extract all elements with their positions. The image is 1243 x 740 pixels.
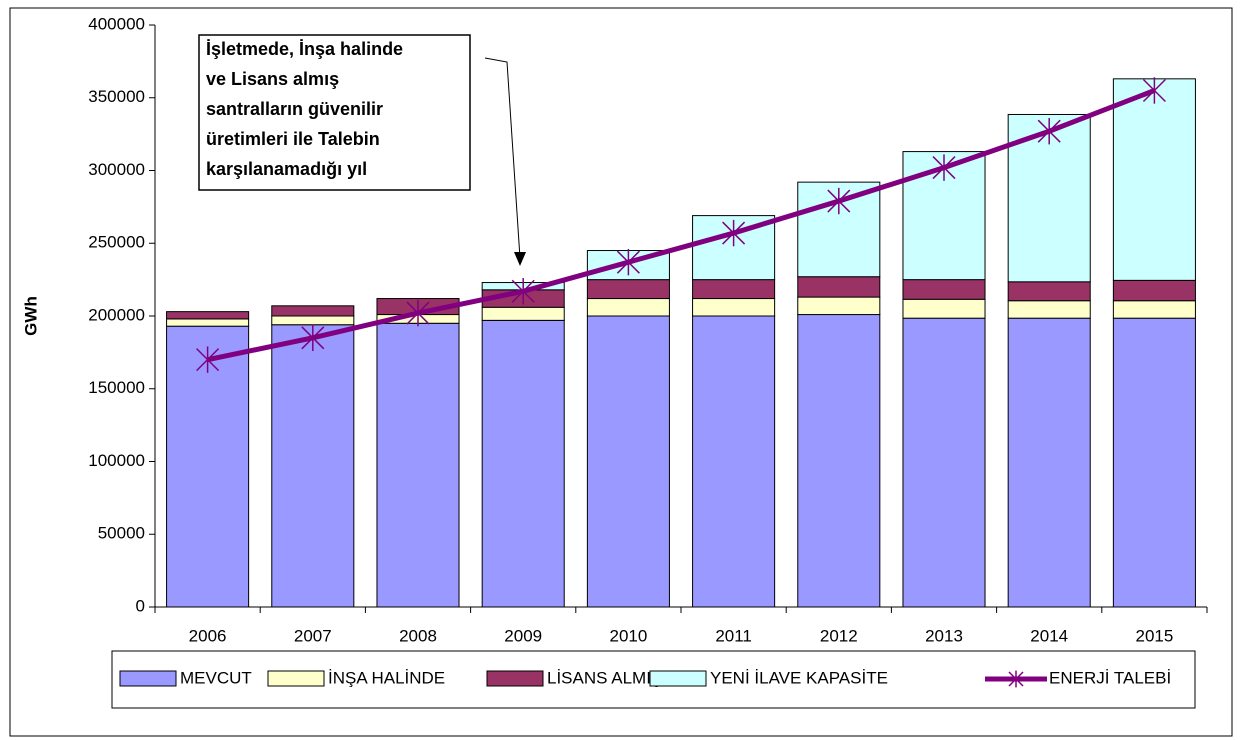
- annotation-arrow: [484, 57, 521, 259]
- legend-swatch: [649, 670, 707, 687]
- x-tick-label: 2015: [1135, 626, 1173, 645]
- y-tick-label: 100000: [88, 451, 145, 470]
- marker: [301, 324, 325, 352]
- bar-segment: [481, 306, 565, 321]
- bar-segment: [1007, 281, 1091, 302]
- bar-segment: [692, 279, 776, 300]
- legend-swatch: [486, 670, 544, 687]
- y-tick-label: 0: [136, 596, 145, 615]
- bar-segment: [166, 311, 250, 320]
- y-tick-label: 400000: [88, 14, 145, 33]
- y-tick-label: 350000: [88, 87, 145, 106]
- legend-swatch: [119, 670, 177, 687]
- bar-segment: [797, 276, 881, 298]
- annotation-text: santralların güvenilir: [206, 99, 383, 119]
- x-tick-label: 2010: [609, 626, 647, 645]
- marker: [616, 248, 640, 276]
- marker: [1008, 670, 1024, 688]
- marker: [1142, 77, 1166, 104]
- annotation-text: üretimleri ile Talebin: [206, 129, 380, 149]
- bar-segment: [902, 298, 986, 319]
- annotation-text: ve Lisans almış: [206, 69, 339, 89]
- bar-segment: [166, 318, 250, 327]
- bar-segment: [376, 322, 460, 608]
- legend-label: MEVCUT: [180, 668, 252, 687]
- bar-segment: [692, 315, 776, 608]
- bar-segment: [797, 296, 881, 316]
- arrow-head: [514, 252, 526, 266]
- annotation-box: [198, 34, 471, 191]
- x-tick-label: 2007: [294, 626, 332, 645]
- annotation-text: karşılanamadığı yıl: [206, 159, 367, 179]
- x-tick-label: 2009: [504, 626, 542, 645]
- demand-line: [207, 88, 1156, 363]
- marker: [722, 219, 746, 247]
- x-tick-label: 2014: [1030, 626, 1068, 645]
- y-tick-label: 150000: [88, 378, 145, 397]
- x-tick-label: 2011: [715, 626, 752, 645]
- marker: [932, 154, 956, 181]
- bar-segment: [271, 324, 355, 608]
- x-tick-label: 2012: [820, 626, 858, 645]
- bar-segment: [1007, 317, 1091, 608]
- bar-segment: [481, 319, 565, 608]
- bar-segment: [902, 279, 986, 300]
- bar-segment: [1007, 300, 1091, 319]
- bar-segment: [586, 315, 670, 608]
- marker: [406, 299, 430, 327]
- marker: [1037, 118, 1061, 145]
- bar-segment: [902, 317, 986, 608]
- bar-segment: [692, 298, 776, 317]
- x-tick-label: 2013: [925, 626, 963, 645]
- marker: [511, 278, 535, 305]
- bar-segment: [1112, 78, 1196, 281]
- legend-swatch: [267, 670, 325, 687]
- y-tick-label: 300000: [88, 160, 145, 179]
- legend-label: ENERJİ TALEBİ: [1049, 668, 1171, 687]
- bar-segment: [586, 279, 670, 300]
- legend-label: İNŞA HALİNDE: [328, 668, 445, 687]
- marker: [827, 187, 851, 215]
- legend-label: YENİ İLAVE KAPASİTE: [710, 668, 888, 687]
- bar-segment: [271, 315, 355, 326]
- bar-segment: [1112, 300, 1196, 319]
- bar-segment: [271, 305, 355, 317]
- y-axis-label: GWh: [21, 296, 40, 336]
- annotation-text: İşletmede, İnşa halinde: [206, 39, 403, 59]
- bar-segment: [797, 314, 881, 608]
- bar-segment: [166, 325, 250, 608]
- marker: [196, 346, 220, 373]
- bar-segment: [1112, 279, 1196, 302]
- y-tick-label: 50000: [98, 524, 145, 543]
- bar-segment: [586, 298, 670, 317]
- y-tick-label: 250000: [88, 233, 145, 252]
- legend-label: LİSANS ALMIŞ: [547, 668, 662, 687]
- y-tick-label: 200000: [88, 305, 145, 324]
- x-tick-label: 2008: [399, 626, 437, 645]
- x-tick-label: 2006: [189, 626, 227, 645]
- bar-segment: [1112, 317, 1196, 608]
